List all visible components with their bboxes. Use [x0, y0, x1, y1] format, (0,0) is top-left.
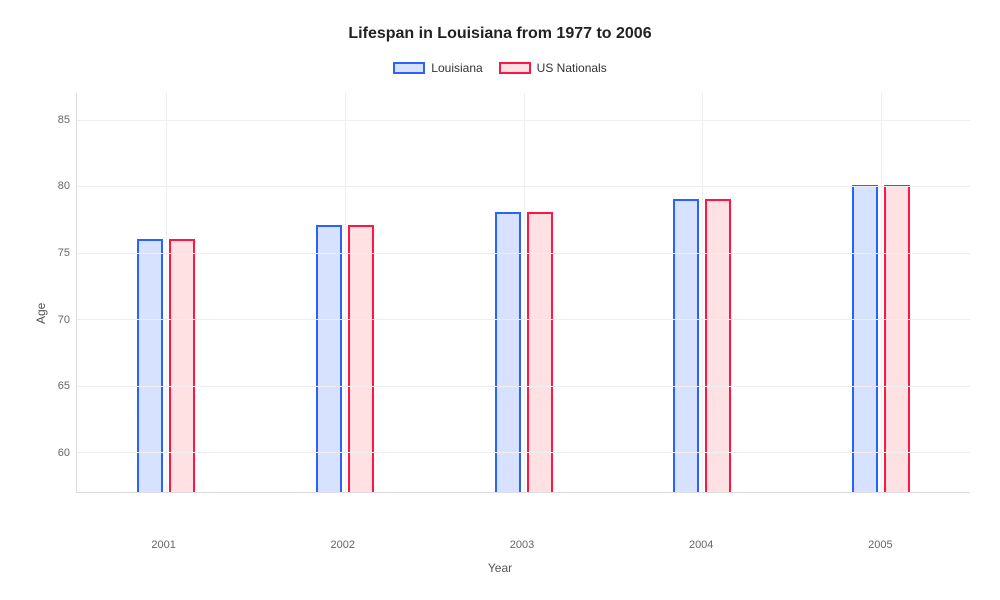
v-gridline [166, 93, 167, 492]
legend-swatch [393, 62, 425, 74]
x-tick-label: 2004 [689, 539, 713, 551]
y-tick-label: 60 [58, 447, 70, 459]
plot-wrapper: Age 60 65 70 75 80 85 [30, 93, 970, 533]
y-axis-label: Age [30, 93, 48, 533]
bar [137, 239, 163, 492]
chart-title: Lifespan in Louisiana from 1977 to 2006 [30, 25, 970, 43]
x-axis-ticks: 2001 2002 2003 2004 2005 [74, 533, 970, 557]
x-tick-label: 2002 [331, 539, 355, 551]
x-tick-label: 2003 [510, 539, 534, 551]
y-axis-ticks: 60 65 70 75 80 85 [48, 93, 76, 493]
legend-item-us-nationals: US Nationals [499, 61, 607, 75]
v-gridline [345, 93, 346, 492]
bar [169, 239, 195, 492]
legend: Louisiana US Nationals [30, 61, 970, 75]
bar [527, 212, 553, 492]
y-tick-label: 75 [58, 247, 70, 259]
y-tick-label: 65 [58, 380, 70, 392]
legend-label: Louisiana [431, 61, 482, 75]
y-tick-label: 85 [58, 114, 70, 126]
bar [705, 199, 731, 492]
x-tick-label: 2001 [151, 539, 175, 551]
v-gridline [881, 93, 882, 492]
plot-area [76, 93, 970, 493]
v-gridline [524, 93, 525, 492]
x-tick-label: 2005 [868, 539, 892, 551]
x-axis-label: Year [30, 561, 970, 575]
chart-container: Lifespan in Louisiana from 1977 to 2006 … [0, 0, 1000, 600]
bar [884, 185, 910, 492]
bar [852, 185, 878, 492]
legend-swatch [499, 62, 531, 74]
y-tick-label: 70 [58, 314, 70, 326]
legend-item-louisiana: Louisiana [393, 61, 482, 75]
legend-label: US Nationals [537, 61, 607, 75]
v-gridline [702, 93, 703, 492]
bar [673, 199, 699, 492]
y-tick-label: 80 [58, 180, 70, 192]
bar [495, 212, 521, 492]
